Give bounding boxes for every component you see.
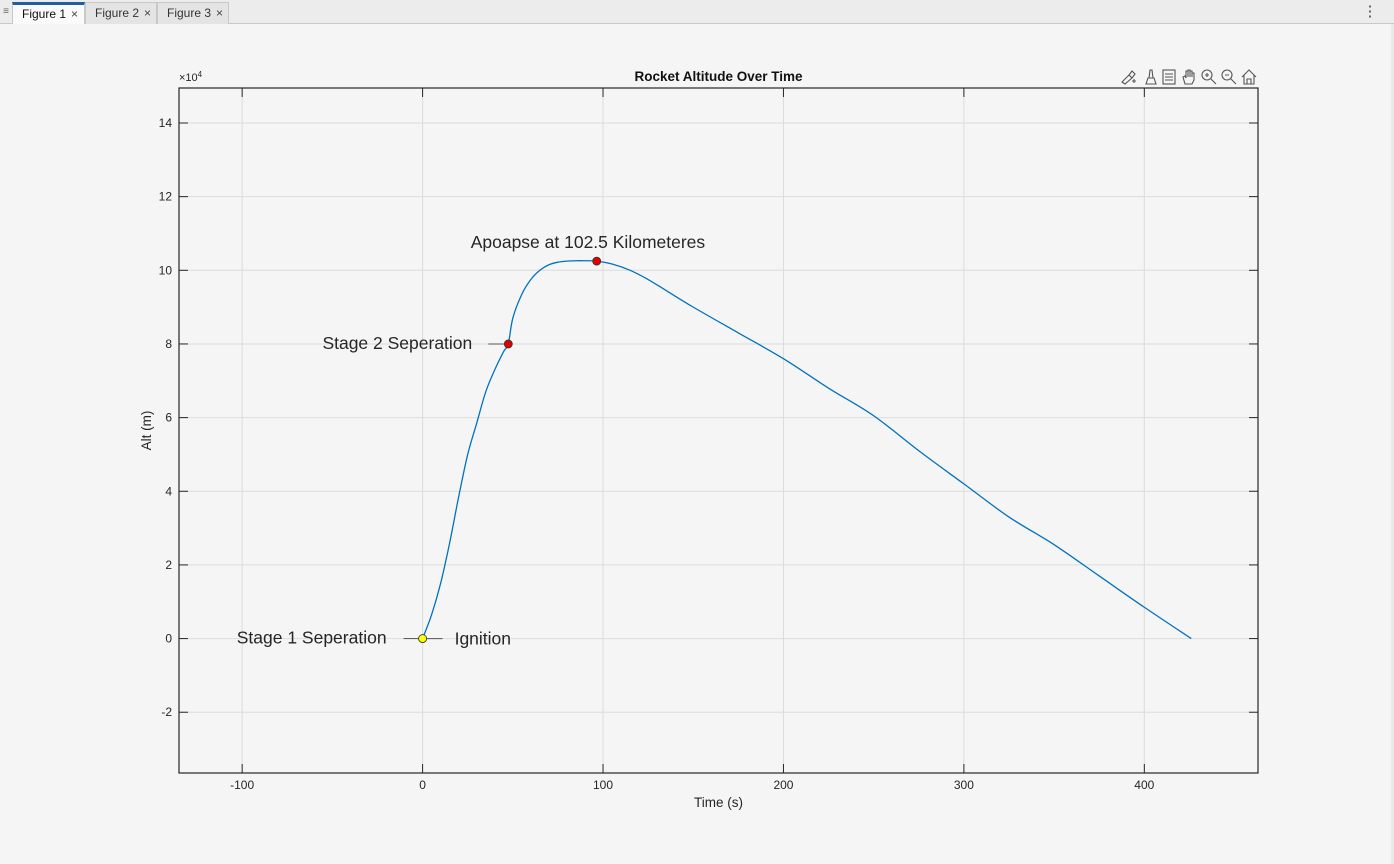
y-tick-label: 4 <box>165 484 172 498</box>
figure-tab-bar: ≡ Figure 1 × Figure 2 × Figure 3 × ⋮ <box>0 0 1394 24</box>
y-axis-label: Alt (m) <box>139 411 154 451</box>
x-tick-label: 100 <box>593 778 613 792</box>
x-tick-label: 300 <box>954 778 974 792</box>
brush-icon[interactable] <box>1121 70 1136 85</box>
x-tick-label: 200 <box>773 778 793 792</box>
x-axis-label: Time (s) <box>694 795 743 810</box>
markers <box>418 256 602 643</box>
y-tick-label: 2 <box>165 558 172 572</box>
tab-label: Figure 2 <box>95 6 140 20</box>
legend-icon[interactable] <box>1162 69 1176 85</box>
axes-toolbar <box>1121 69 1257 85</box>
x-tick-label: -100 <box>230 778 254 792</box>
y-tick-label: 8 <box>165 337 172 351</box>
marker-point <box>592 256 602 266</box>
y-tick-label: -2 <box>161 705 172 719</box>
axes-box <box>178 87 1259 774</box>
annotation-stage-1: Stage 1 Seperation <box>237 628 387 648</box>
annotation-arrows <box>403 343 505 640</box>
chart-title: Rocket Altitude Over Time <box>634 69 803 84</box>
grip-icon[interactable]: ≡ <box>3 6 9 17</box>
tab-figure-2[interactable]: Figure 2 × <box>85 2 157 24</box>
close-icon[interactable]: × <box>144 6 152 20</box>
y-tick-label: 6 <box>165 411 172 425</box>
home-icon[interactable] <box>1241 69 1257 85</box>
vertical-ellipsis-icon[interactable]: ⋮ <box>1362 3 1378 20</box>
annotation-apoapse: Apoapse at 102.5 Kilometeres <box>471 232 706 252</box>
annotation-ignition: Ignition <box>455 629 511 649</box>
x-tick-label: 400 <box>1134 778 1154 792</box>
pan-icon[interactable] <box>1182 69 1195 85</box>
tab-label: Figure 3 <box>167 6 212 20</box>
grid <box>179 88 1258 773</box>
tab-label: Figure 1 <box>22 7 67 21</box>
tab-figure-3[interactable]: Figure 3 × <box>157 2 229 24</box>
tab-figure-1[interactable]: Figure 1 × <box>12 2 85 24</box>
y-tick-label: 14 <box>159 116 173 130</box>
close-icon[interactable]: × <box>71 7 79 21</box>
series-line-altitude <box>421 260 1192 640</box>
zoom-in-icon[interactable] <box>1201 69 1217 85</box>
y-exponent-label: ×104 <box>179 70 203 84</box>
close-icon[interactable]: × <box>216 6 224 20</box>
y-exponent-base: ×10 <box>179 72 198 84</box>
y-exponent-power: 4 <box>198 70 203 79</box>
ticks <box>179 88 1258 773</box>
marker-point <box>418 634 427 643</box>
zoom-out-icon[interactable] <box>1221 69 1237 85</box>
data-tips-icon[interactable] <box>1145 69 1157 85</box>
x-tick-label: 0 <box>419 778 426 792</box>
figure-edge <box>1391 24 1394 864</box>
marker-point <box>503 339 513 349</box>
tick-labels: -100 0 100 200 300 400 -2 0 2 4 6 8 10 12 14 <box>159 116 1155 792</box>
y-tick-label: 0 <box>165 632 172 646</box>
y-tick-label: 12 <box>159 190 173 204</box>
y-tick-label: 10 <box>159 263 173 277</box>
annotation-stage-2: Stage 2 Seperation <box>322 333 472 353</box>
